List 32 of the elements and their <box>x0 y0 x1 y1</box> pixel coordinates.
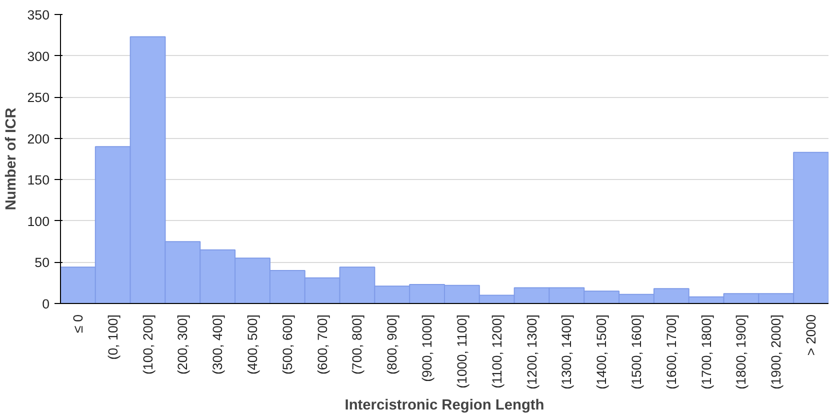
x-tick-label: (1300, 1400] <box>559 314 574 390</box>
y-tick-label: 350 <box>27 8 50 22</box>
x-axis-title: Intercistronic Region Length <box>344 397 544 414</box>
x-tick-label: ≤ 0 <box>70 314 86 333</box>
y-tick-label: 300 <box>27 48 50 64</box>
x-tick-label: (800, 900] <box>384 314 400 375</box>
y-tick-label: 50 <box>34 255 50 270</box>
x-tick-label: (1800, 1900] <box>734 314 749 390</box>
x-tick-label: (700, 800] <box>350 314 365 375</box>
x-tick-label: (1900, 2000] <box>768 314 784 390</box>
x-tick-label: (1400, 1500] <box>594 314 610 390</box>
x-tick-label: (300, 400] <box>210 314 226 375</box>
y-axis-title: Number of ICR <box>3 107 20 210</box>
x-tick-label: (500, 600] <box>280 314 295 375</box>
x-tick-label: (0, 100] <box>105 314 120 360</box>
x-tick-label: (1000, 1100] <box>454 314 470 388</box>
x-tick-label: > 2000 <box>804 314 819 356</box>
y-tick-label: 250 <box>27 90 50 106</box>
y-tick-label: 150 <box>27 172 50 188</box>
y-tick-label: 200 <box>27 131 50 146</box>
x-tick-label: (200, 300] <box>175 314 190 375</box>
x-tick-label: (1700, 1800] <box>698 314 714 390</box>
x-tick-label: (400, 500] <box>245 314 260 375</box>
x-tick-label: (1200, 1300] <box>524 314 540 390</box>
y-tick-label: 100 <box>27 214 50 229</box>
x-tick-label: (1100, 1200] <box>489 314 504 388</box>
y-tick-label: 0 <box>42 296 50 312</box>
x-tick-label: (1600, 1700] <box>664 314 679 390</box>
x-tick-label: (1500, 1600] <box>629 314 644 390</box>
x-tick-label: (100, 200] <box>140 314 156 375</box>
x-tick-label: (600, 700] <box>314 314 330 375</box>
x-tick-label: (900, 1000] <box>420 314 435 382</box>
